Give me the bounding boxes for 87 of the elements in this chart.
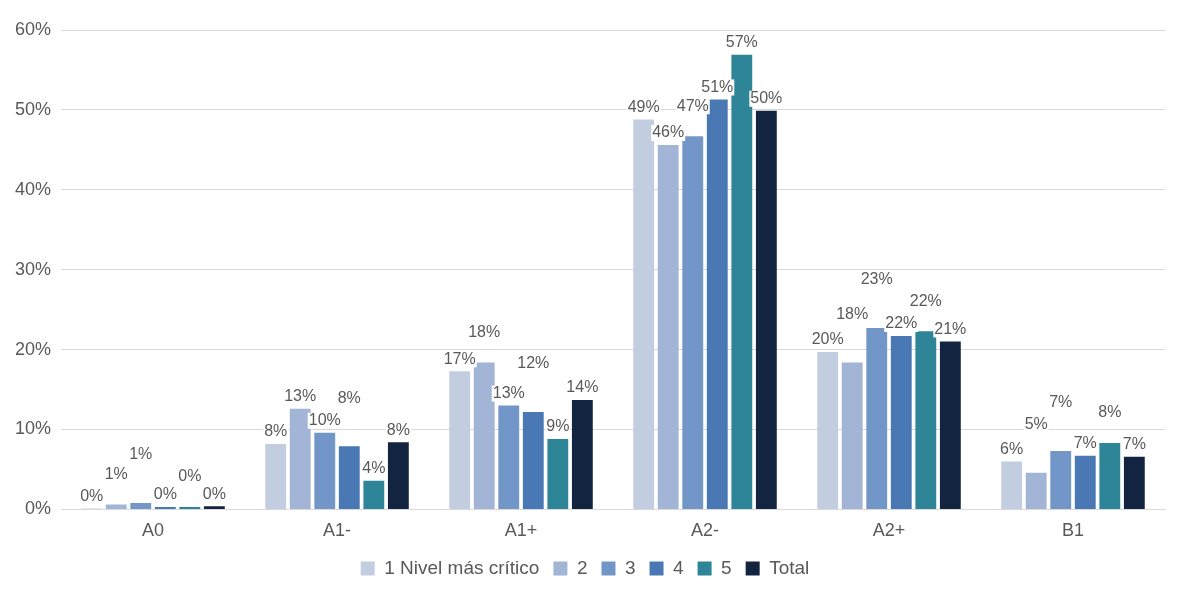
data-label: 47% <box>676 96 709 114</box>
bar <box>338 446 360 509</box>
data-label: 8% <box>1098 403 1122 421</box>
data-label: 50% <box>750 89 783 107</box>
legend-label: 2 <box>576 556 588 578</box>
bar <box>755 110 777 509</box>
data-label: 1% <box>104 465 128 483</box>
bar <box>1099 443 1121 509</box>
bar <box>105 504 127 509</box>
data-label: 0% <box>80 487 104 505</box>
data-label: 8% <box>337 388 361 406</box>
bar <box>203 506 225 509</box>
bar <box>473 362 495 509</box>
data-label: 22% <box>909 291 942 309</box>
bar <box>1001 461 1023 509</box>
legend-label: 1 Nivel más crítico <box>384 556 540 578</box>
x-tick-label: A2- <box>691 520 720 541</box>
data-label: 22% <box>885 314 918 332</box>
data-label: 12% <box>517 354 550 372</box>
bar <box>1123 456 1145 509</box>
y-tick-label: 10% <box>15 418 52 439</box>
data-label: 10% <box>308 411 341 429</box>
y-tick-label: 60% <box>15 18 52 39</box>
legend-label: 5 <box>721 556 732 578</box>
bar <box>841 362 863 509</box>
data-label: 0% <box>153 485 177 503</box>
bar <box>915 331 937 509</box>
y-tick-label: 50% <box>15 98 52 119</box>
y-tick-label: 30% <box>15 258 52 279</box>
data-label: 8% <box>264 422 288 440</box>
bar <box>363 480 385 509</box>
data-label: 57% <box>725 33 758 51</box>
bar <box>706 99 728 509</box>
data-label: 18% <box>836 304 869 322</box>
bar <box>314 432 336 509</box>
data-label: 51% <box>701 77 734 95</box>
bar <box>547 439 569 509</box>
bar <box>265 443 287 509</box>
data-label: 13% <box>284 387 317 405</box>
x-tick-label: A2+ <box>872 520 906 541</box>
bar <box>1074 455 1096 509</box>
data-label: 7% <box>1049 393 1073 411</box>
data-label: 8% <box>386 420 410 438</box>
data-label: 7% <box>1122 435 1146 453</box>
data-label: 18% <box>468 322 501 340</box>
bar <box>817 352 839 509</box>
bar <box>498 405 520 509</box>
legend-label: 3 <box>624 556 636 578</box>
legend-label: Total <box>769 556 810 578</box>
bar <box>939 341 961 509</box>
y-tick-label: 40% <box>15 178 52 199</box>
data-label: 0% <box>178 467 202 485</box>
data-label: 14% <box>566 378 599 396</box>
data-label: 46% <box>652 123 685 141</box>
data-label: 20% <box>811 330 844 348</box>
x-tick-label: A1- <box>323 520 352 541</box>
data-label: 5% <box>1024 415 1048 433</box>
bar <box>1050 451 1072 509</box>
data-label: 13% <box>492 383 525 401</box>
bar <box>130 503 152 509</box>
x-tick-label: A0 <box>142 520 165 541</box>
bar <box>522 411 544 509</box>
data-label: 17% <box>443 349 476 367</box>
data-label: 23% <box>860 270 893 288</box>
data-label: 6% <box>1000 439 1024 457</box>
data-label: 1% <box>129 445 153 463</box>
x-tick-label: A1+ <box>504 520 538 541</box>
bar <box>449 371 471 509</box>
data-label: 49% <box>627 97 660 115</box>
bar <box>890 336 912 509</box>
bar <box>571 399 593 509</box>
data-label: 9% <box>546 417 570 435</box>
bar <box>866 328 888 509</box>
data-label: 4% <box>362 459 386 477</box>
bar <box>682 136 704 509</box>
bar <box>1025 472 1047 509</box>
data-label: 0% <box>202 484 226 502</box>
data-label: 7% <box>1073 434 1097 452</box>
y-tick-label: 0% <box>25 498 52 519</box>
legend-label: 4 <box>673 556 685 578</box>
bar <box>387 442 409 509</box>
bar <box>657 145 679 509</box>
bar <box>289 408 311 509</box>
y-tick-label: 20% <box>15 338 52 359</box>
data-label: 21% <box>934 320 967 338</box>
x-tick-label: B1 <box>1061 520 1085 541</box>
bar <box>731 54 753 509</box>
